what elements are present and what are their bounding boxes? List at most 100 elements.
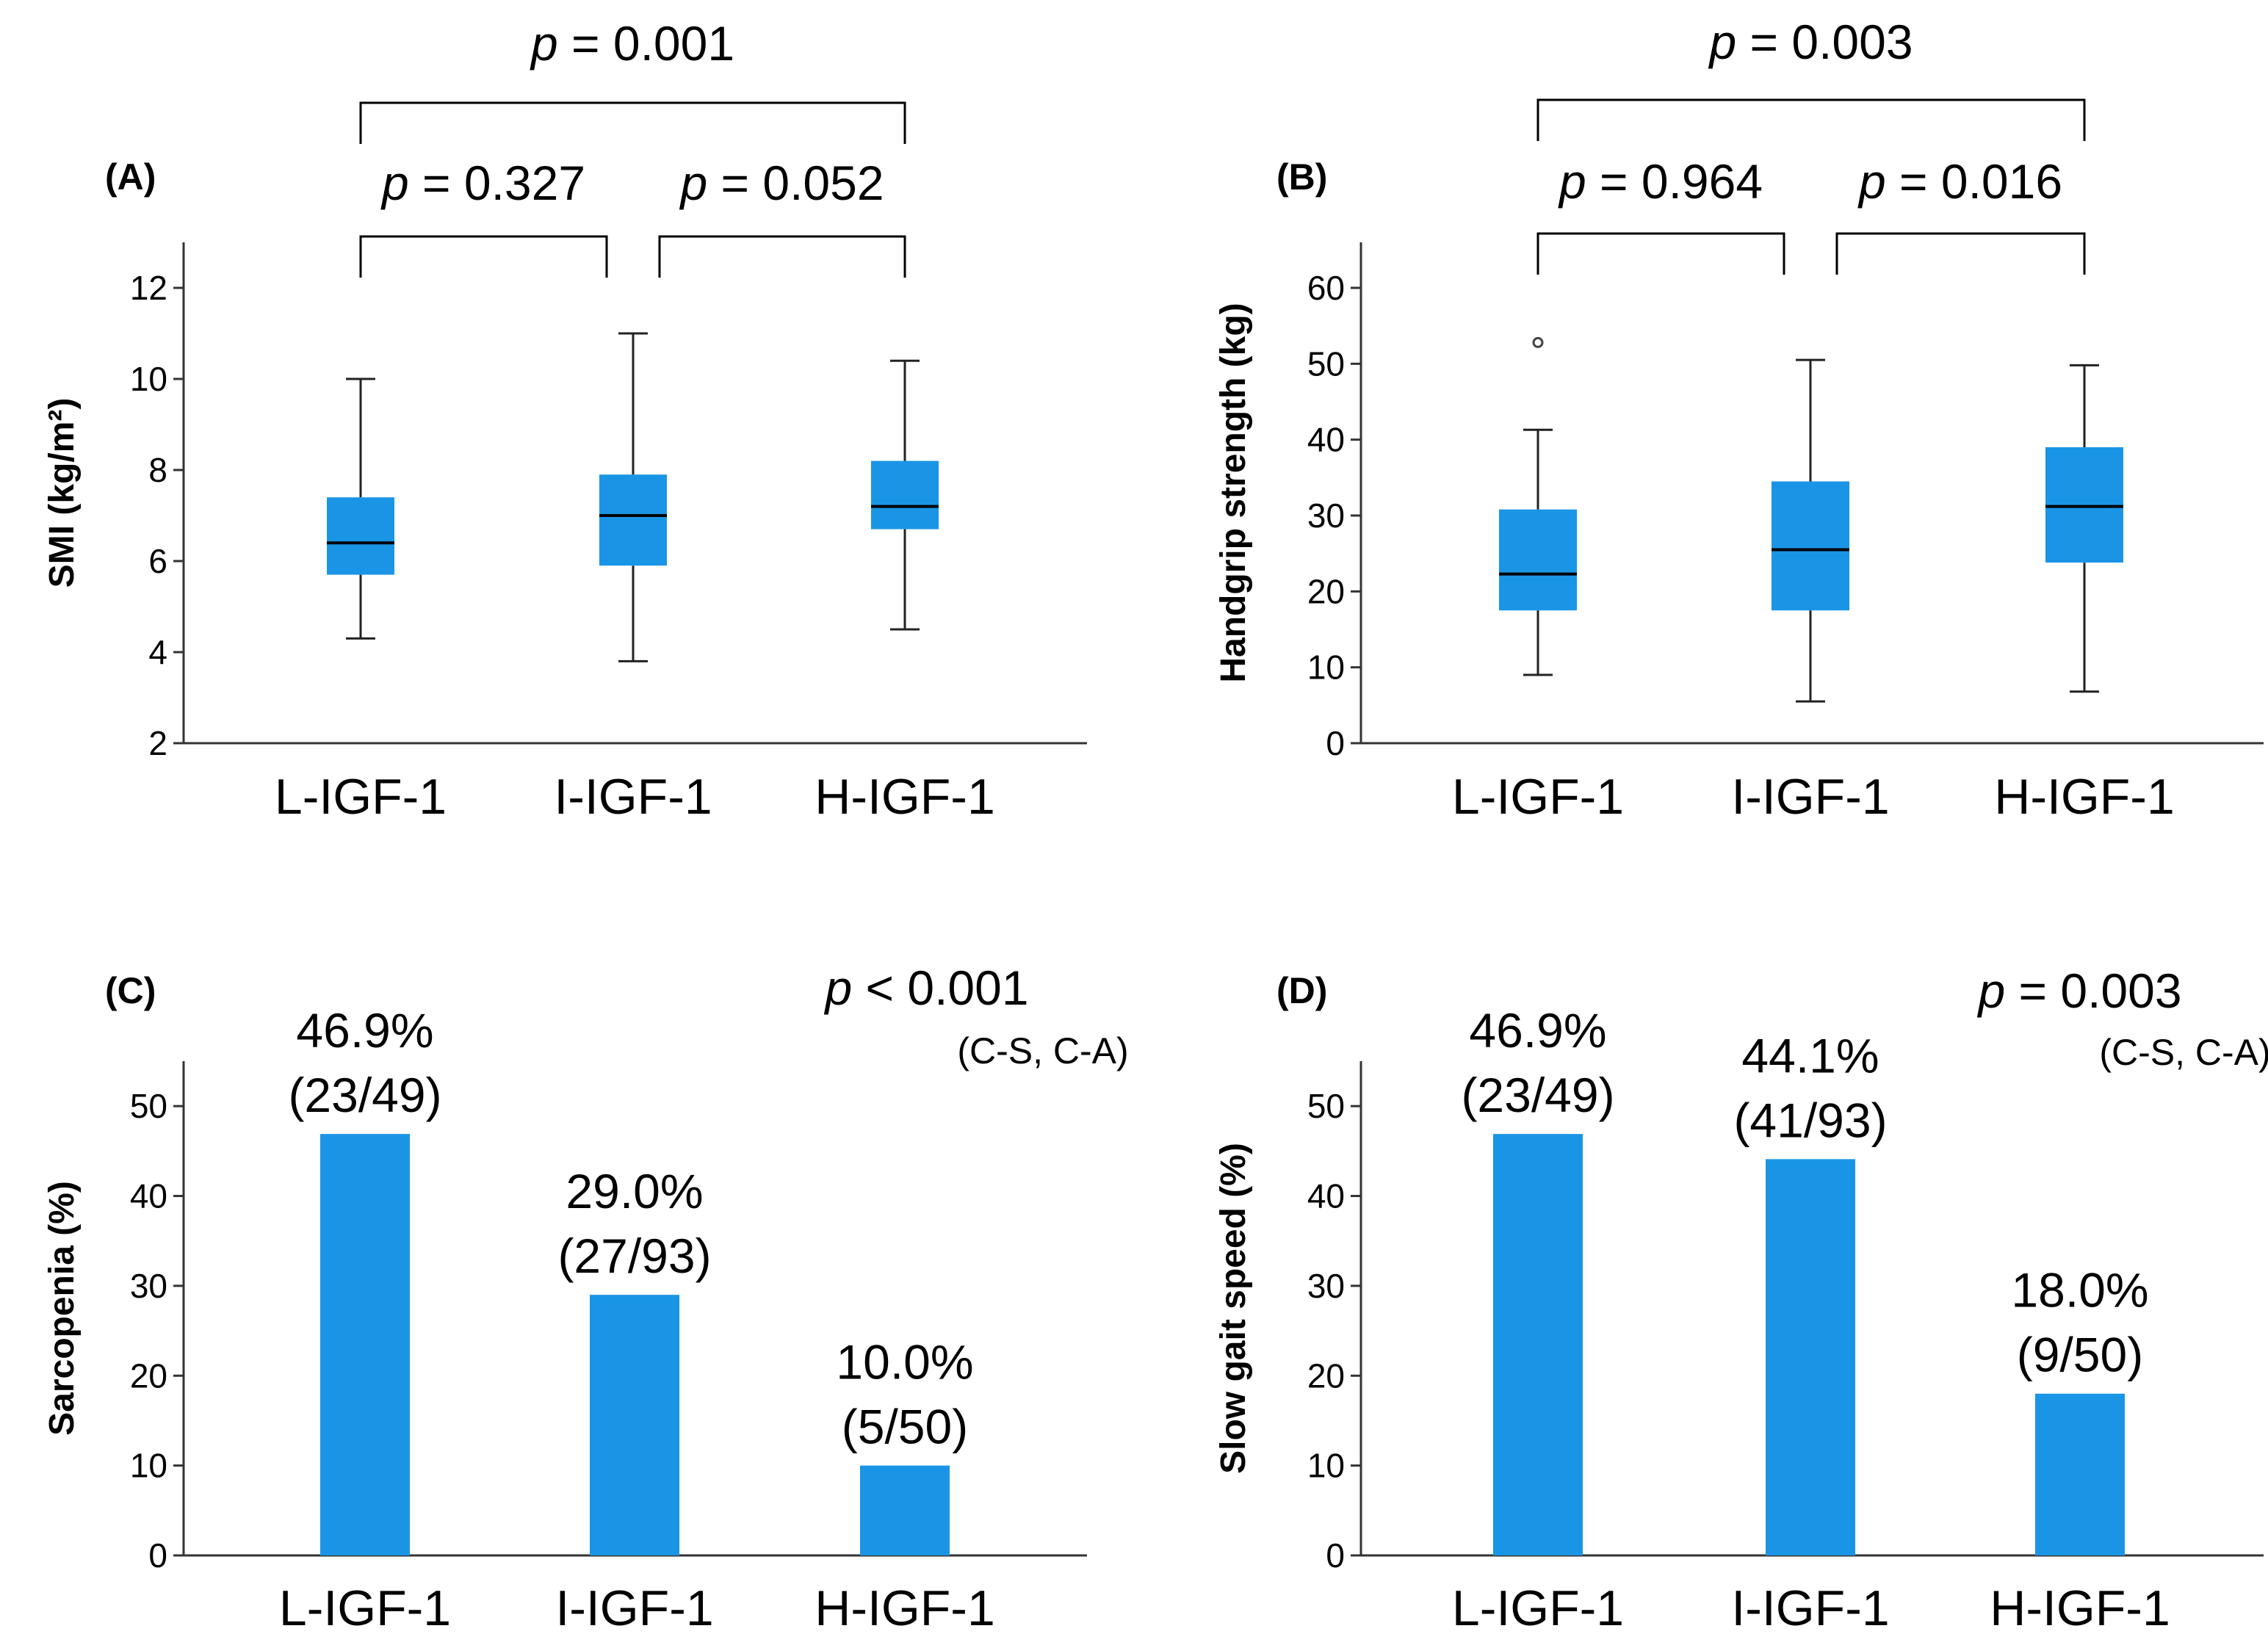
x-category-label: L-IGF-1 <box>275 769 447 825</box>
y-tick-label: 30 <box>130 1267 167 1305</box>
y-tick-label: 20 <box>1307 572 1345 610</box>
p-value: < 0.001 <box>852 961 1028 1015</box>
p-symbol: p <box>1558 154 1586 209</box>
x-category-label: I-IGF-1 <box>554 769 712 825</box>
y-tick-label: 40 <box>1307 421 1345 459</box>
y-tick-label: 30 <box>1307 496 1345 535</box>
significance-bracket <box>359 101 906 144</box>
panel-d-bar-chart: (D) 0 10 20 30 40 50 Slow gait speed (%) L-IGF-1… <box>1214 964 2268 1634</box>
p-value-annotation: p = 0.003 <box>1976 964 2181 1018</box>
p-value: = 0.001 <box>558 16 734 71</box>
bar-percent-label: 46.9% <box>1469 1003 1606 1058</box>
panel-b-box-plot: (B) 0 10 20 30 40 50 60 Handgrip strength (kg) L-… <box>1214 15 2264 825</box>
p-value: = 0.003 <box>1736 15 1913 69</box>
significance-bracket <box>1835 232 2086 275</box>
bar-count-label: (9/50) <box>2017 1328 2143 1382</box>
bar-percent-label: 46.9% <box>296 1003 433 1058</box>
x-category-label: H-IGF-1 <box>815 769 995 825</box>
iqr-box <box>1772 481 1849 611</box>
y-tick-label: 0 <box>1326 1536 1345 1575</box>
y-tick-label: 6 <box>148 542 167 580</box>
p-value-label: p = 0.003 <box>1708 15 1913 69</box>
bar-percent-label: 29.0% <box>566 1164 703 1218</box>
p-symbol: p <box>380 156 409 210</box>
p-symbol: p <box>1708 15 1736 69</box>
bar-percent-label: 10.0% <box>836 1335 973 1389</box>
y-tick-label: 10 <box>130 1447 167 1485</box>
x-category-label: L-IGF-1 <box>1452 1580 1624 1634</box>
p-value-label: p = 0.327 <box>380 156 585 210</box>
y-tick-label: 50 <box>130 1087 167 1125</box>
p-value: = 0.003 <box>2005 964 2181 1018</box>
p-value-label: p = 0.052 <box>679 156 884 210</box>
y-tick-label: 20 <box>1307 1356 1345 1395</box>
y-tick-label: 40 <box>1307 1177 1345 1215</box>
y-tick-label: 50 <box>1307 1087 1345 1125</box>
bar-count-label: (23/49) <box>288 1068 441 1122</box>
p-value: = 0.964 <box>1586 154 1763 209</box>
bar <box>2035 1393 2125 1555</box>
x-category-label: H-IGF-1 <box>1994 769 2175 825</box>
panel-letter: (D) <box>1276 970 1327 1011</box>
bar <box>320 1134 410 1555</box>
p-symbol: p <box>1976 964 2005 1018</box>
p-value-label: p = 0.001 <box>530 16 734 71</box>
iqr-box <box>1499 509 1577 611</box>
bar-percent-label: 44.1% <box>1741 1028 1879 1082</box>
x-category-label: L-IGF-1 <box>1452 769 1624 825</box>
panel-letter: (B) <box>1276 156 1327 198</box>
significance-bracket <box>1536 98 2086 141</box>
p-symbol: p <box>679 156 707 210</box>
x-category-label: L-IGF-1 <box>279 1580 451 1634</box>
bar-percent-label: 18.0% <box>2011 1263 2148 1317</box>
y-tick-label: 30 <box>1307 1267 1345 1305</box>
x-category-label: H-IGF-1 <box>1990 1580 2170 1634</box>
iqr-box <box>327 497 394 575</box>
y-tick-label: 2 <box>148 724 167 762</box>
significance-bracket <box>658 235 906 278</box>
y-tick-label: 50 <box>1307 344 1345 383</box>
bar <box>590 1295 679 1555</box>
iqr-box <box>871 460 939 529</box>
y-axis-title: Slow gait speed (%) <box>1214 1143 1253 1474</box>
y-axis-title: Handgrip strength (kg) <box>1214 303 1253 682</box>
significance-bracket <box>1536 232 1785 275</box>
y-tick-label: 12 <box>130 269 167 307</box>
y-axis-title: SMI (kg/m²) <box>43 398 82 588</box>
p-value: = 0.016 <box>1886 154 2062 209</box>
panel-letter: (A) <box>105 156 156 198</box>
bar <box>1493 1134 1583 1555</box>
comparison-groups-note: (C-S, C-A) <box>957 1030 1128 1071</box>
y-tick-label: 0 <box>148 1536 167 1575</box>
bar-count-label: (23/49) <box>1461 1068 1614 1122</box>
x-category-label: I-IGF-1 <box>555 1580 713 1634</box>
x-category-label: I-IGF-1 <box>1731 1580 1889 1634</box>
y-tick-label: 60 <box>1307 269 1345 307</box>
y-tick-label: 10 <box>1307 1447 1345 1485</box>
iqr-box <box>2045 447 2123 563</box>
y-tick-label: 10 <box>130 360 167 398</box>
bar <box>860 1465 950 1555</box>
significance-bracket <box>359 235 608 278</box>
x-category-label: I-IGF-1 <box>1731 769 1889 825</box>
p-symbol: p <box>530 16 558 71</box>
panel-c-bar-chart: (C) 0 10 20 30 40 50 Sarcopenia (%) L-IGF-1 I-IGF… <box>43 961 1129 1634</box>
y-tick-label: 10 <box>1307 648 1345 687</box>
p-value-label: p = 0.016 <box>1857 154 2062 209</box>
y-tick-label: 40 <box>130 1177 167 1215</box>
panel-letter: (C) <box>105 970 156 1011</box>
y-tick-label: 20 <box>130 1356 167 1395</box>
bar <box>1766 1159 1855 1555</box>
y-tick-label: 0 <box>1326 724 1345 762</box>
p-symbol: p <box>1857 154 1886 209</box>
comparison-groups-note: (C-S, C-A) <box>2099 1032 2268 1073</box>
p-value-annotation: p < 0.001 <box>823 961 1028 1015</box>
bar-count-label: (41/93) <box>1733 1093 1887 1147</box>
p-value: = 0.052 <box>707 156 884 210</box>
bar-count-label: (27/93) <box>557 1229 711 1283</box>
p-symbol: p <box>823 961 852 1015</box>
y-tick-label: 4 <box>148 633 167 671</box>
outlier-point <box>1532 336 1544 348</box>
iqr-box <box>599 474 667 566</box>
